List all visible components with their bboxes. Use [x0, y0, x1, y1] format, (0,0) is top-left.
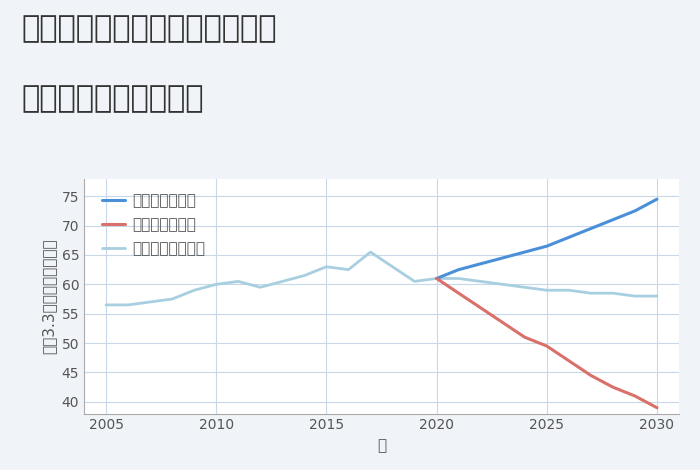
- グッドシナリオ: [587, 226, 595, 231]
- Text: 中古戸建ての価格推移: 中古戸建ての価格推移: [21, 85, 204, 114]
- ノーマルシナリオ: [477, 279, 485, 284]
- バッドシナリオ: [498, 320, 507, 325]
- Line: グッドシナリオ: グッドシナリオ: [437, 199, 657, 278]
- バッドシナリオ: [587, 373, 595, 378]
- ノーマルシナリオ: [587, 290, 595, 296]
- グッドシナリオ: [454, 267, 463, 273]
- ノーマルシナリオ: [498, 282, 507, 287]
- バッドシナリオ: [653, 405, 662, 411]
- グッドシナリオ: [521, 249, 529, 255]
- Line: ノーマルシナリオ: ノーマルシナリオ: [437, 278, 657, 296]
- バッドシナリオ: [433, 275, 441, 281]
- グッドシナリオ: [565, 235, 573, 240]
- Y-axis label: 坪（3.3㎡）単価（万円）: 坪（3.3㎡）単価（万円）: [41, 238, 56, 354]
- グッドシナリオ: [609, 217, 617, 223]
- グッドシナリオ: [631, 208, 639, 214]
- ノーマルシナリオ: [565, 287, 573, 293]
- ノーマルシナリオ: [521, 284, 529, 290]
- ノーマルシナリオ: [653, 293, 662, 299]
- Text: 岐阜県各務原市蘇原古市場町の: 岐阜県各務原市蘇原古市場町の: [21, 14, 276, 43]
- ノーマルシナリオ: [631, 293, 639, 299]
- バッドシナリオ: [542, 343, 551, 349]
- バッドシナリオ: [565, 358, 573, 364]
- グッドシナリオ: [542, 243, 551, 249]
- ノーマルシナリオ: [454, 275, 463, 281]
- ノーマルシナリオ: [433, 275, 441, 281]
- ノーマルシナリオ: [542, 287, 551, 293]
- バッドシナリオ: [521, 335, 529, 340]
- バッドシナリオ: [477, 305, 485, 311]
- Legend: グッドシナリオ, バッドシナリオ, ノーマルシナリオ: グッドシナリオ, バッドシナリオ, ノーマルシナリオ: [97, 188, 210, 261]
- バッドシナリオ: [631, 393, 639, 399]
- グッドシナリオ: [433, 275, 441, 281]
- Line: バッドシナリオ: バッドシナリオ: [437, 278, 657, 407]
- グッドシナリオ: [477, 261, 485, 266]
- グッドシナリオ: [498, 255, 507, 261]
- X-axis label: 年: 年: [377, 438, 386, 453]
- バッドシナリオ: [609, 384, 617, 390]
- グッドシナリオ: [653, 196, 662, 202]
- バッドシナリオ: [454, 290, 463, 296]
- ノーマルシナリオ: [609, 290, 617, 296]
